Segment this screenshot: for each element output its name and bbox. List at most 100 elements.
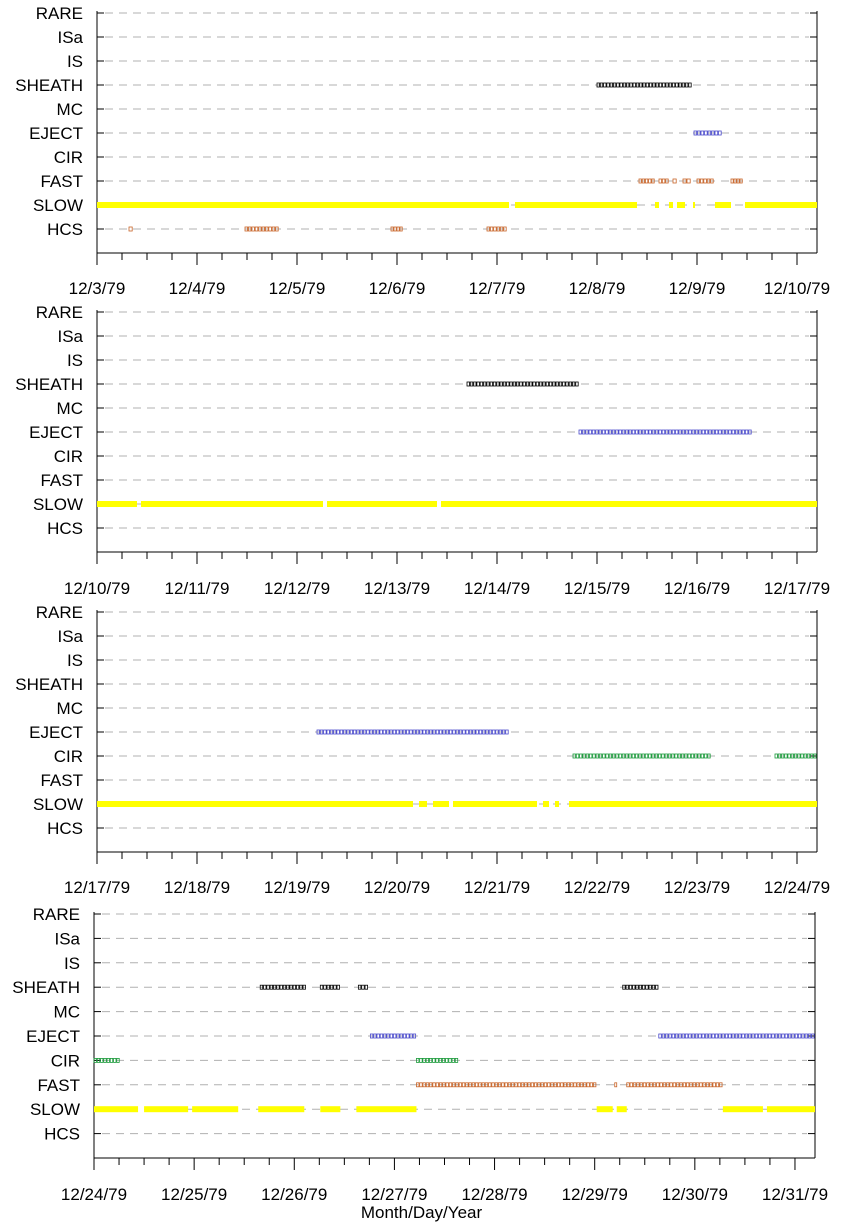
cir-marker — [113, 1058, 117, 1063]
sheath-marker — [572, 381, 576, 387]
eject-marker — [715, 429, 719, 435]
fast-marker — [638, 178, 642, 184]
fast-marker — [739, 178, 743, 184]
x-tick-label: 12/31/79 — [762, 1185, 828, 1204]
sheath-marker — [512, 381, 517, 387]
sheath-marker — [609, 82, 613, 88]
cir-marker — [787, 753, 791, 759]
eject-marker — [392, 729, 397, 735]
eject-marker — [651, 429, 656, 435]
eject-marker — [681, 429, 686, 435]
y-tick-label: SHEATH — [15, 675, 83, 694]
slow-interval-bar — [441, 501, 817, 507]
eject-marker — [429, 729, 433, 735]
sheath-marker — [361, 984, 365, 990]
sheath-marker — [642, 984, 646, 990]
sheath-marker — [645, 82, 650, 88]
slow-interval-bar — [433, 801, 449, 807]
cir-marker — [445, 1058, 449, 1063]
eject-marker — [389, 1033, 394, 1039]
sheath-marker — [642, 82, 646, 88]
eject-marker — [465, 729, 469, 735]
fast-marker — [666, 1082, 670, 1088]
y-tick-label: HCS — [47, 819, 83, 838]
y-tick-label: EJECT — [29, 124, 83, 143]
fast-marker — [452, 1082, 456, 1088]
cir-marker — [579, 753, 583, 759]
eject-marker — [728, 429, 732, 435]
sheath-marker — [476, 381, 480, 387]
fast-marker — [710, 178, 714, 184]
hcs-interval — [128, 226, 133, 232]
fast-marker — [662, 1082, 667, 1088]
y-tick-label: SLOW — [33, 196, 83, 215]
eject-marker — [711, 429, 716, 435]
x-tick-label: 12/24/79 — [764, 878, 830, 897]
cir-marker — [438, 1058, 442, 1063]
sheath-marker — [612, 82, 617, 88]
fast-marker — [445, 1082, 449, 1088]
eject-marker — [701, 429, 706, 435]
x-tick-label: 12/30/79 — [662, 1185, 728, 1204]
eject-marker — [668, 429, 672, 435]
sheath-marker — [685, 82, 689, 88]
eject-marker — [488, 729, 493, 735]
sheath-marker — [469, 381, 474, 387]
cir-marker — [684, 753, 688, 759]
sheath-marker — [675, 82, 679, 88]
sheath-marker — [668, 82, 672, 88]
y-tick-label: RARE — [33, 905, 80, 924]
eject-marker — [671, 429, 676, 435]
cir-marker — [598, 753, 603, 759]
slow-interval-bar — [327, 501, 437, 507]
sheath-marker — [606, 82, 610, 88]
x-tick-label: 12/9/79 — [669, 279, 726, 298]
sheath-marker — [678, 82, 682, 88]
sheath-interval — [622, 984, 659, 990]
sheath-marker — [263, 984, 267, 990]
x-tick-label: 12/11/79 — [165, 579, 230, 598]
x-tick-label: 12/17/79 — [64, 878, 130, 897]
fast-marker — [461, 1082, 466, 1088]
eject-marker — [475, 729, 479, 735]
eject-marker — [615, 429, 619, 435]
cir-marker — [644, 753, 649, 759]
eject-marker — [422, 729, 426, 735]
y-tick-label: IS — [67, 651, 83, 670]
fast-marker — [438, 1082, 443, 1088]
fast-marker — [703, 178, 707, 184]
fast-marker — [706, 178, 711, 184]
y-tick-label: CIR — [54, 747, 83, 766]
fast-marker — [429, 1082, 433, 1088]
eject-marker — [718, 1033, 722, 1039]
fast-marker — [629, 1082, 633, 1088]
eject-marker — [748, 429, 752, 435]
fast-marker — [419, 1082, 423, 1088]
eject-marker — [409, 729, 413, 735]
cir-marker — [800, 753, 804, 759]
eject-marker — [399, 729, 403, 735]
x-tick-label: 12/17/79 — [764, 579, 830, 598]
eject-marker — [764, 1033, 769, 1039]
sheath-marker — [522, 381, 526, 387]
sheath-marker — [542, 381, 546, 387]
sheath-marker — [648, 984, 652, 990]
sheath-marker — [658, 82, 663, 88]
eject-marker — [462, 729, 466, 735]
fast-marker — [632, 1082, 637, 1088]
fast-marker — [540, 1082, 544, 1088]
eject-marker — [498, 729, 502, 735]
eject-marker — [811, 1033, 815, 1039]
cir-marker — [810, 753, 814, 759]
eject-marker — [399, 1033, 403, 1039]
hcs-marker — [268, 226, 272, 232]
eject-marker — [784, 1033, 789, 1039]
eject-marker — [685, 429, 689, 435]
slow-interval-bar — [555, 801, 559, 807]
cir-marker — [777, 753, 782, 759]
eject-marker — [693, 130, 698, 136]
hcs-marker — [251, 226, 255, 232]
sheath-marker — [552, 381, 556, 387]
eject-marker — [774, 1033, 779, 1039]
eject-marker — [801, 1033, 805, 1039]
